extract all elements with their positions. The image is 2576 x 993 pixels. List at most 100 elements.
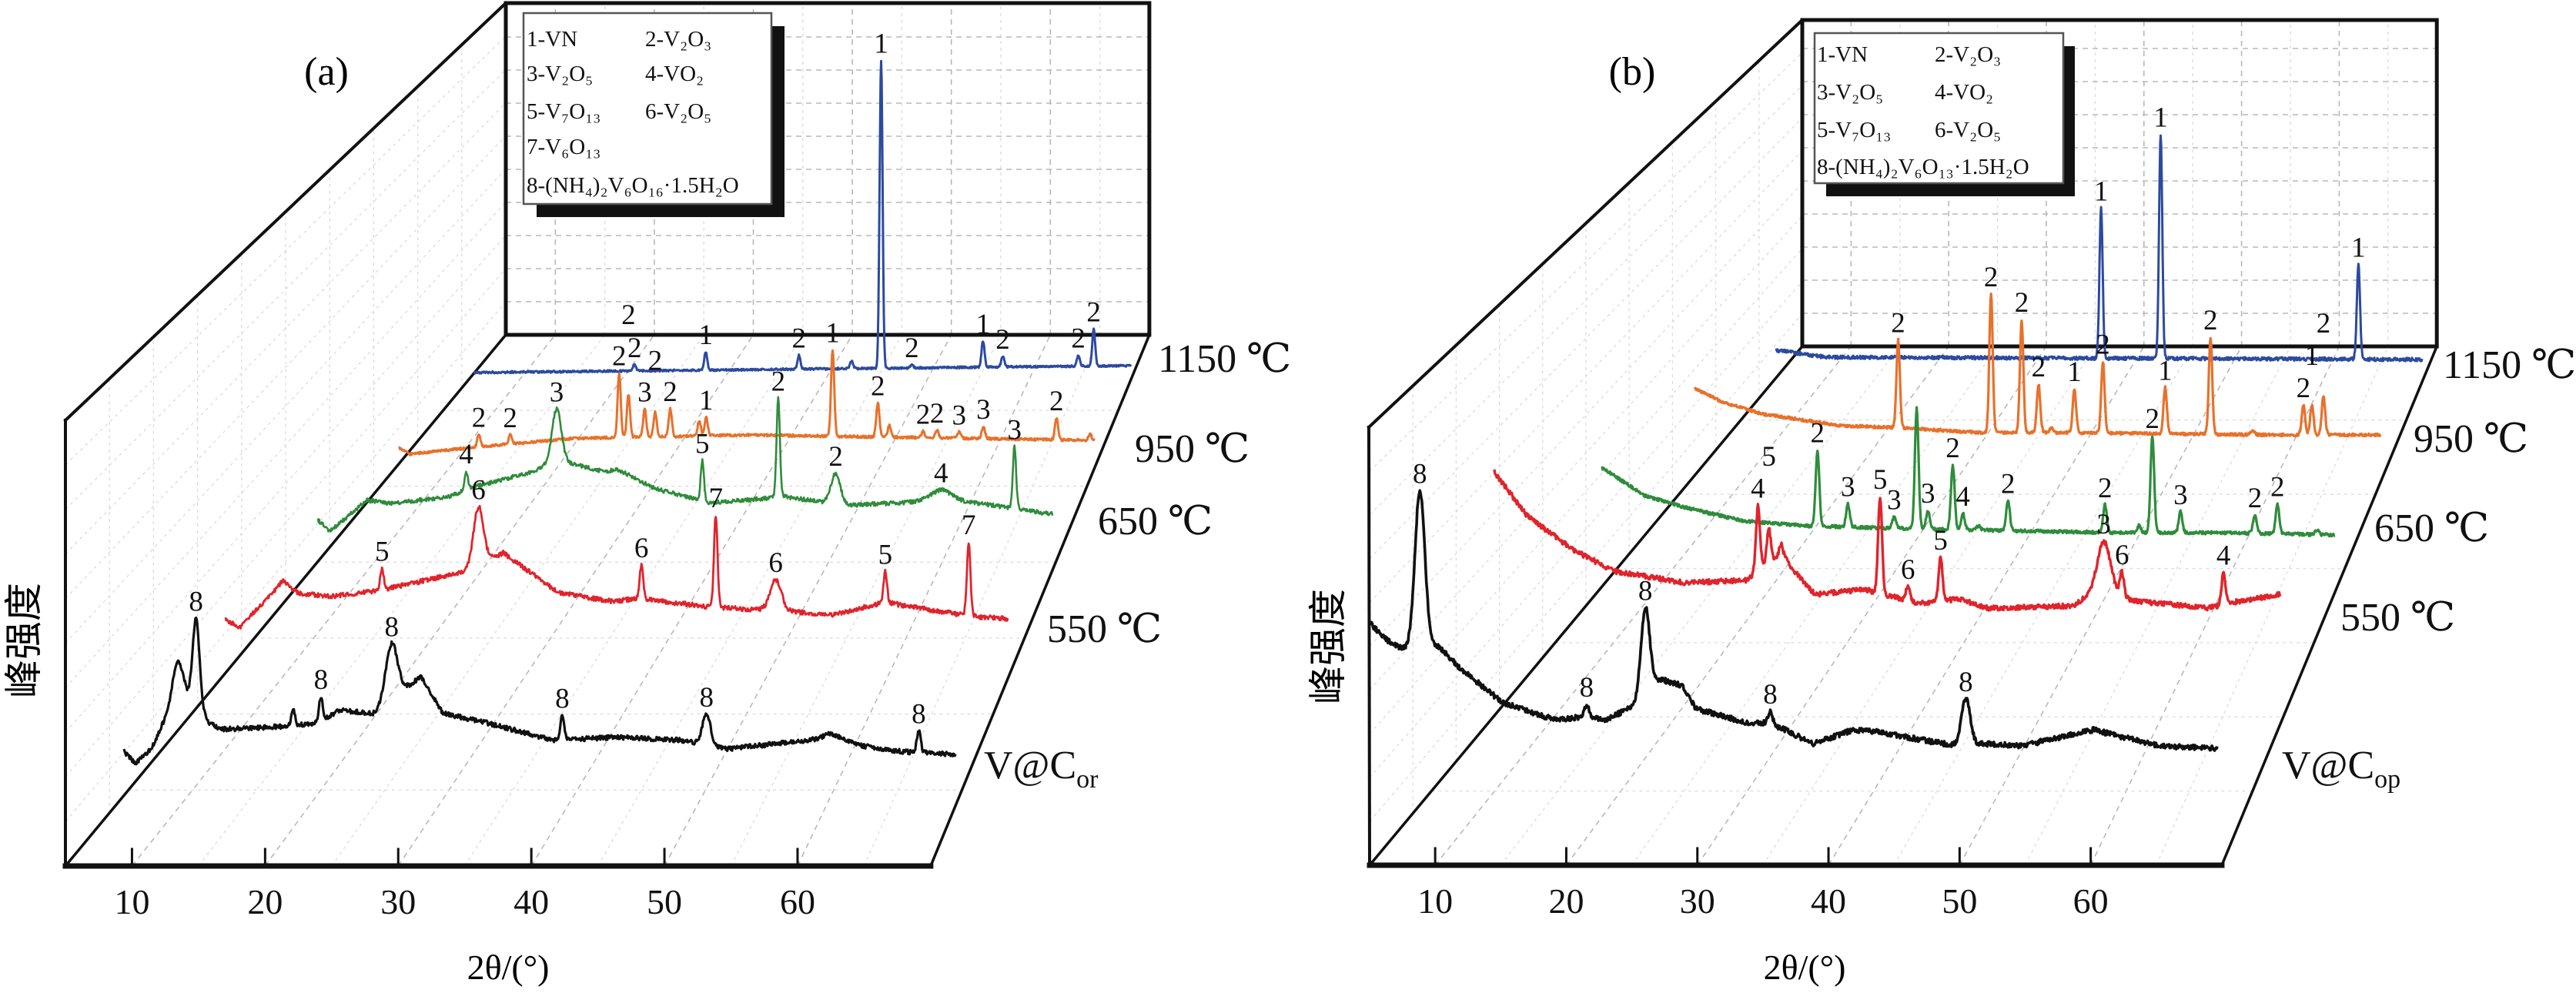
- peak-label: 2: [2297, 373, 2311, 404]
- floor-gridline: [1697, 346, 2047, 866]
- peak-label: 2: [2248, 483, 2263, 514]
- peak-label: 2: [930, 398, 945, 430]
- peak-label: 6: [634, 533, 649, 564]
- peak-label: 4: [1955, 481, 1970, 513]
- peak-label: 5: [695, 428, 710, 460]
- legend-box: [1813, 32, 2065, 185]
- x-axis-label: 2θ/(°): [1764, 948, 1846, 987]
- peak-label: 7: [962, 510, 976, 541]
- legend-entry: 8-(NH₄)₂V₆O₁₃·1.5H₂O: [1817, 155, 2029, 179]
- floor-edge: [2220, 344, 2439, 868]
- peak-label: 1: [2153, 102, 2168, 134]
- x-tick-label: 30: [380, 882, 416, 921]
- floor-gridline: [1631, 346, 1999, 866]
- peak-label: 2: [2098, 473, 2113, 504]
- legend-box: [522, 12, 773, 206]
- peak-label: 3: [1007, 415, 1022, 446]
- side-wall-gridline: [65, 102, 507, 555]
- legend-entry: 4-VO₂: [1935, 80, 1993, 105]
- legend-entry: 5-V₇O₁₃: [1817, 118, 1891, 142]
- peak-label: 5: [1873, 464, 1888, 496]
- peak-label: 2: [1071, 323, 1086, 355]
- peak-label: 8: [314, 664, 329, 696]
- peak-label: 2: [871, 371, 885, 403]
- panel-label: (a): [304, 50, 349, 94]
- x-tick-label: 60: [2073, 881, 2109, 921]
- peak-label: 2: [472, 403, 487, 434]
- series-label-subscript: op: [2374, 765, 2400, 794]
- peak-label: 1: [2094, 176, 2109, 207]
- legend: 1-VN 2-V₂O₃ 3-V₂O₅ 4-VO₂ 5-V₇O₁₃ 6-V₂O₅ …: [522, 12, 785, 217]
- peak-label: 4: [1751, 473, 1765, 505]
- legend-entry: 8-(NH₄)₂V₆O₁₆·1.5H₂O: [527, 173, 739, 198]
- side-wall-gridline: [65, 268, 507, 777]
- legend-entry: 6-V₂O₅: [1935, 118, 2001, 142]
- peak-label: 3: [550, 376, 564, 408]
- side-wall-gridline: [1369, 52, 1803, 472]
- peak-label: 4: [459, 439, 473, 470]
- side-wall-gridline: [1369, 85, 1803, 516]
- floor-gridline: [198, 334, 606, 867]
- peak-label: 2: [2001, 468, 2016, 500]
- floor-edge: [63, 333, 508, 868]
- panel-b: 10 20 30 40 50 60 1-VN 2-V₂O₃ 3-V₂O₅ 4-VO₂ 5-…: [1306, 18, 2576, 987]
- side-wall-gridline: [65, 235, 507, 733]
- x-tick-label: 40: [1811, 881, 1846, 921]
- peak-label: 6: [1901, 554, 1915, 586]
- peak-label: 5: [1761, 441, 1776, 473]
- floor-gridline: [597, 334, 902, 867]
- x-tick-label: 50: [647, 882, 682, 921]
- peak-label: 1: [698, 319, 713, 351]
- xrd-trace: [1601, 406, 2336, 538]
- series-label: 550 ℃: [2340, 596, 2455, 640]
- peak-label: 1: [874, 28, 888, 59]
- series-label-text: 950 ℃: [2414, 417, 2528, 461]
- peak-label: 2: [2015, 287, 2029, 319]
- series-label: V@Cor: [984, 744, 1099, 794]
- series-label-text: V@C: [2282, 744, 2374, 787]
- peak-label: 2: [2203, 305, 2218, 336]
- floor-edge: [1367, 344, 1805, 868]
- legend-entry: 5-V₇O₁₃: [527, 99, 601, 124]
- peak-label: 8: [912, 698, 926, 730]
- x-tick-label: 60: [780, 882, 815, 921]
- back-wall: [503, 1, 1152, 337]
- legend-entry: 3-V₂O₅: [527, 62, 593, 86]
- peak-label: 3: [1921, 478, 1935, 510]
- peak-label: 1: [2067, 356, 2082, 388]
- peak-label: 3: [637, 377, 652, 409]
- floor-gridline: [464, 334, 804, 867]
- x-tick-label: 20: [1548, 881, 1584, 921]
- side-wall-gridline: [1369, 215, 1803, 690]
- xrd-trace: [316, 396, 1054, 533]
- peak-label: 2: [1945, 433, 1960, 464]
- peak-label: 5: [878, 539, 893, 570]
- peak-label: 2: [905, 333, 919, 364]
- floor-gridline: [664, 334, 952, 867]
- legend-entry: 2-V₂O₃: [645, 27, 711, 52]
- peak-label: 7: [708, 483, 723, 514]
- side-wall-gridline: [65, 301, 507, 822]
- peak-label: 2: [771, 366, 786, 397]
- xrd-trace: [1493, 469, 2282, 612]
- peak-label: 2: [627, 333, 642, 364]
- xrd-trace: [398, 349, 1096, 456]
- series-label: 550 ℃: [1047, 607, 1162, 651]
- xrd-trace: [1693, 293, 2382, 438]
- axes-frame: 10 20 30 40 50 60: [62, 1, 1152, 921]
- legend-entry: 4-VO₂: [645, 62, 704, 86]
- peak-label: 4: [2216, 540, 2231, 571]
- floor-gridline: [1762, 346, 2096, 866]
- xrd-trace: [1775, 134, 2424, 363]
- peak-label: 3: [976, 394, 991, 426]
- side-wall-gridline: [1369, 182, 1803, 647]
- peak-label: 1: [2158, 355, 2173, 386]
- legend-entry: 1-VN: [527, 27, 577, 52]
- peak-label: 3: [1841, 472, 1855, 503]
- peak-label: 6: [2115, 540, 2129, 571]
- side-wall-edge: [1367, 18, 1805, 430]
- peak-label: 2: [1810, 417, 1825, 449]
- legend-entry: 6-V₂O₅: [645, 99, 711, 124]
- series-label-text: 1150 ℃: [1158, 337, 1291, 381]
- peak-label: 2: [621, 299, 636, 331]
